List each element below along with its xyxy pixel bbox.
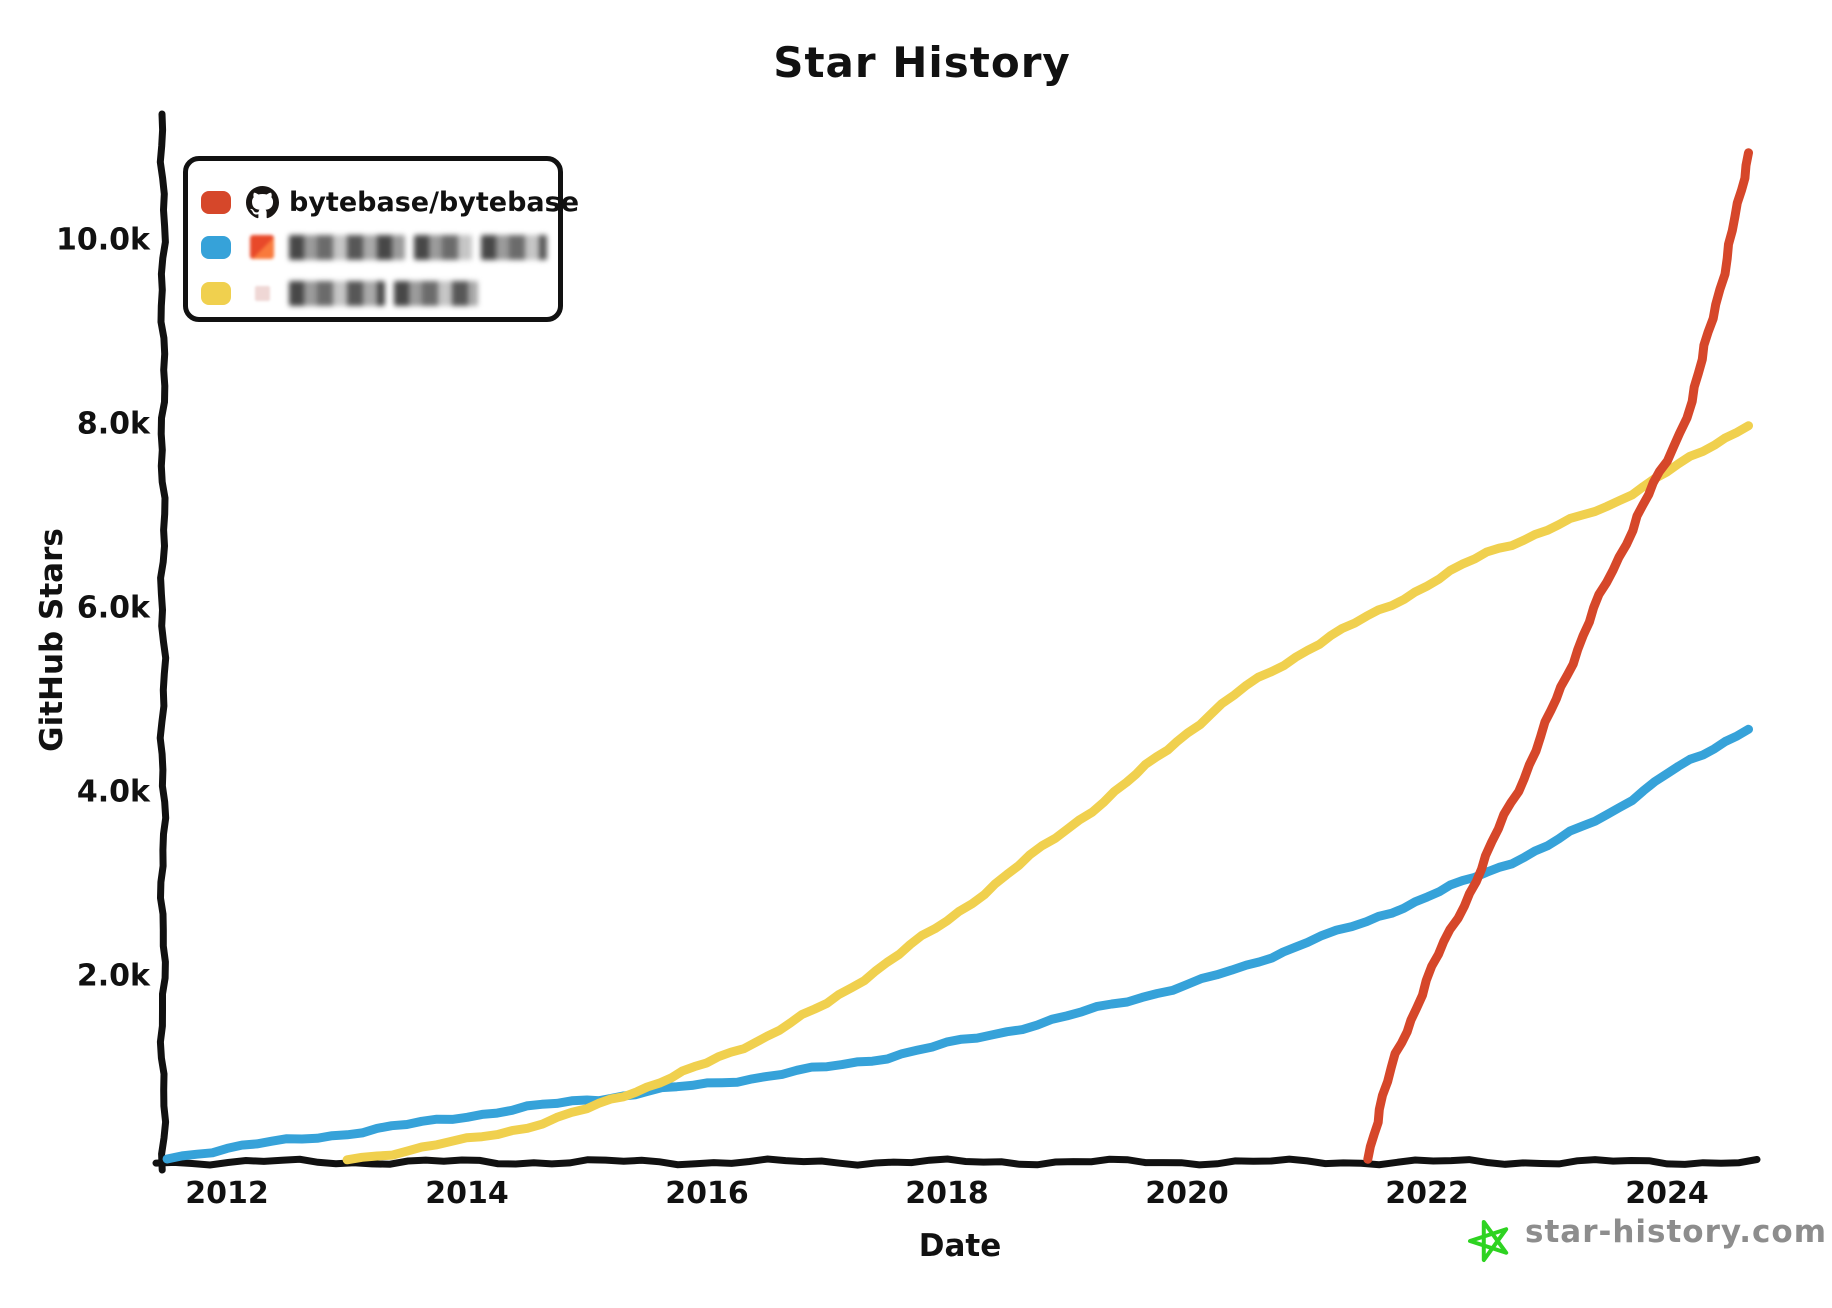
legend-item-bytebase: bytebase/bytebase	[201, 185, 579, 219]
x-tick-label: 2012	[185, 1176, 269, 1211]
x-tick-label: 2014	[425, 1176, 509, 1211]
chart-title: Star History	[773, 38, 1071, 87]
watermark: star-history.com	[1467, 1214, 1827, 1250]
watermark-text: star-history.com	[1525, 1214, 1828, 1250]
series-lines	[162, 148, 1753, 1165]
legend-swatch-yellow	[201, 281, 231, 305]
legend-item-redacted-1	[201, 230, 547, 264]
legend-swatch-red	[201, 190, 231, 214]
x-axis-title: Date	[918, 1228, 1002, 1264]
green-star-icon	[1468, 1219, 1509, 1263]
x-tick-label: 2018	[905, 1176, 989, 1211]
y-tick-label: 10.0k	[56, 222, 150, 258]
x-tick-label: 2016	[665, 1176, 749, 1211]
x-axis-line	[152, 1155, 1761, 1169]
legend-item-redacted-2	[201, 276, 478, 310]
x-tick-label: 2024	[1625, 1176, 1709, 1211]
y-axis-title: GitHub Stars	[34, 528, 70, 752]
y-tick-label: 2.0k	[76, 958, 150, 994]
legend-swatch-blue	[201, 235, 231, 259]
redacted-avatar-red-icon	[245, 230, 279, 264]
series-line-redacted-yellow	[342, 421, 1753, 1165]
legend-label-redacted	[289, 234, 547, 260]
y-axis-line	[156, 110, 170, 1174]
series-line-bytebase-bytebase	[1363, 148, 1753, 1164]
legend-label: bytebase/bytebase	[289, 186, 580, 218]
y-tick-label: 6.0k	[76, 590, 150, 626]
y-tick-label: 4.0k	[76, 774, 150, 810]
legend-label-redacted	[289, 280, 478, 306]
y-tick-label: 8.0k	[76, 406, 150, 442]
redacted-avatar-pink-icon	[245, 276, 279, 310]
github-octocat-icon	[245, 185, 279, 219]
series-line-redacted-blue	[162, 724, 1753, 1164]
x-tick-label: 2022	[1385, 1176, 1469, 1211]
x-tick-label: 2020	[1145, 1176, 1229, 1211]
legend-box: bytebase/bytebase	[183, 156, 579, 322]
